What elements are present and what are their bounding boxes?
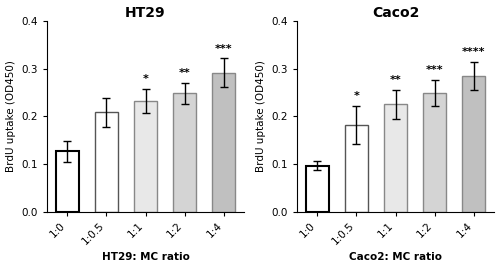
Text: *: * <box>142 74 148 84</box>
Bar <box>423 93 446 212</box>
Bar <box>384 104 407 212</box>
Text: **: ** <box>390 75 402 85</box>
Y-axis label: BrdU uptake (OD450): BrdU uptake (OD450) <box>6 60 16 172</box>
X-axis label: Caco2: MC ratio: Caco2: MC ratio <box>349 252 442 262</box>
Bar <box>134 101 158 212</box>
Text: *: * <box>354 91 360 101</box>
Bar <box>462 76 485 212</box>
Bar <box>344 125 368 212</box>
Title: Caco2: Caco2 <box>372 6 419 20</box>
Bar <box>306 166 329 212</box>
Bar <box>173 93 197 212</box>
Title: HT29: HT29 <box>125 6 166 20</box>
Text: **: ** <box>179 68 190 78</box>
Text: ***: *** <box>215 44 232 54</box>
Text: ****: **** <box>462 47 485 57</box>
X-axis label: HT29: MC ratio: HT29: MC ratio <box>102 252 190 262</box>
Bar <box>212 73 236 212</box>
Bar <box>56 151 79 212</box>
Y-axis label: BrdU uptake (OD450): BrdU uptake (OD450) <box>256 60 266 172</box>
Bar <box>94 113 118 212</box>
Text: ***: *** <box>426 65 444 75</box>
